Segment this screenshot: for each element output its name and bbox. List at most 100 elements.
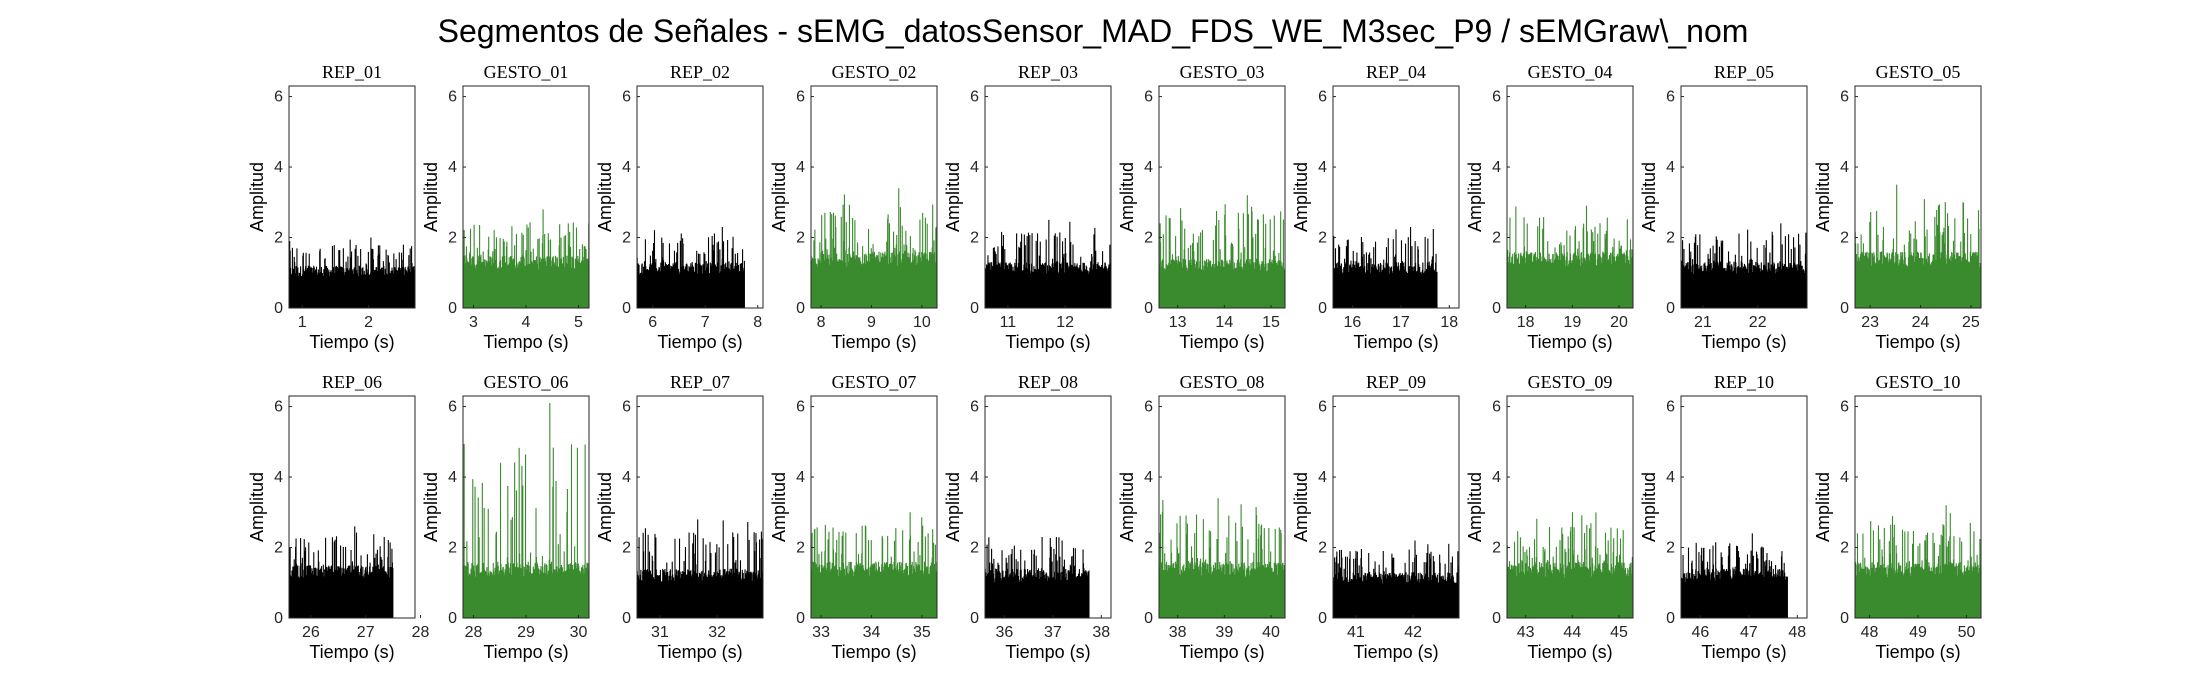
subplot-title: GESTO_06 [484, 372, 569, 392]
y-tick-label: 2 [1840, 540, 1849, 557]
x-axis-label: Tiempo (s) [1875, 642, 1960, 662]
y-tick-label: 4 [1318, 159, 1327, 176]
y-tick-label: 0 [622, 300, 631, 317]
y-tick-label: 0 [970, 300, 979, 317]
y-tick-label: 0 [448, 610, 457, 627]
y-tick-label: 0 [274, 610, 283, 627]
x-axis-label: Tiempo (s) [1179, 332, 1264, 352]
x-tick-label: 3 [469, 314, 478, 331]
subplot-title: REP_10 [1714, 372, 1774, 392]
subplot-rep-04: 0 2 4 6 16 17 18 REP_04 Tiempo (s) Amplitud [1291, 62, 1460, 352]
y-tick-label: 6 [1318, 89, 1327, 106]
y-tick-label: 0 [274, 300, 283, 317]
x-tick-label: 4 [522, 314, 531, 331]
axes-border [810, 395, 938, 619]
subplot-title: REP_01 [322, 62, 382, 82]
subplot-rep-09: 0 2 4 6 41 42 REP_09 Tiempo (s) Amplitud [1291, 372, 1460, 662]
y-tick-label: 4 [1492, 469, 1501, 486]
x-tick-label: 12 [1056, 314, 1074, 331]
x-tick-label: 27 [357, 624, 375, 641]
axes-border [1680, 395, 1808, 619]
subplot-title: GESTO_01 [484, 62, 569, 82]
axes-border [1158, 85, 1286, 309]
y-tick-label: 6 [970, 399, 979, 416]
x-axis-label: Tiempo (s) [831, 332, 916, 352]
y-tick-label: 6 [622, 399, 631, 416]
y-axis-label: Amplitud [1639, 162, 1659, 232]
y-tick-label: 4 [622, 469, 631, 486]
y-tick-label: 2 [622, 540, 631, 557]
y-axis-label: Amplitud [247, 162, 267, 232]
x-tick-label: 8 [817, 314, 826, 331]
axes-border [1680, 85, 1808, 309]
x-tick-label: 24 [1912, 314, 1930, 331]
subplot-title: GESTO_09 [1528, 372, 1613, 392]
subplot-rep-03: 0 2 4 6 11 12 REP_03 Tiempo (s) Amplitud [943, 62, 1112, 352]
y-tick-label: 0 [1666, 300, 1675, 317]
subplot-title: REP_08 [1018, 372, 1078, 392]
y-tick-label: 6 [1840, 89, 1849, 106]
subplot-rep-06: 0 2 4 6 26 27 28 REP_06 Tiempo (s) Amplitud [247, 372, 429, 662]
figure-title: Segmentos de Señales - sEMG_datosSensor_… [438, 13, 1749, 49]
x-axis-label: Tiempo (s) [483, 642, 568, 662]
x-tick-label: 19 [1563, 314, 1581, 331]
y-tick-label: 4 [448, 159, 457, 176]
y-axis-label: Amplitud [247, 472, 267, 542]
y-axis-label: Amplitud [421, 472, 441, 542]
x-tick-label: 34 [863, 624, 881, 641]
x-tick-label: 49 [1909, 624, 1927, 641]
y-tick-label: 2 [448, 540, 457, 557]
y-tick-label: 4 [1840, 159, 1849, 176]
x-axis-label: Tiempo (s) [1179, 642, 1264, 662]
subplot-title: REP_06 [322, 372, 382, 392]
subplot-title: REP_02 [670, 62, 730, 82]
axes-border [1854, 85, 1982, 309]
x-tick-label: 48 [1861, 624, 1879, 641]
y-tick-label: 6 [796, 399, 805, 416]
y-tick-label: 2 [1144, 230, 1153, 247]
subplot-title: GESTO_03 [1180, 62, 1265, 82]
x-tick-label: 37 [1044, 624, 1062, 641]
y-tick-label: 2 [970, 540, 979, 557]
y-axis-label: Amplitud [595, 162, 615, 232]
x-axis-label: Tiempo (s) [1353, 642, 1438, 662]
subplot-gesto-06: 0 2 4 6 28 29 30 GESTO_06 Tiempo (s) Amplitud [421, 372, 590, 662]
x-axis-label: Tiempo (s) [1701, 332, 1786, 352]
x-tick-label: 7 [701, 314, 710, 331]
y-tick-label: 6 [274, 89, 283, 106]
y-tick-label: 4 [622, 159, 631, 176]
x-axis-label: Tiempo (s) [1527, 332, 1612, 352]
subplot-title: REP_09 [1366, 372, 1426, 392]
y-tick-label: 4 [1492, 159, 1501, 176]
x-tick-label: 5 [574, 314, 583, 331]
x-tick-label: 26 [302, 624, 320, 641]
y-tick-label: 2 [796, 230, 805, 247]
y-tick-label: 4 [1840, 469, 1849, 486]
y-tick-label: 4 [970, 469, 979, 486]
y-axis-label: Amplitud [769, 162, 789, 232]
x-tick-label: 21 [1694, 314, 1712, 331]
x-tick-label: 15 [1262, 314, 1280, 331]
y-tick-label: 2 [448, 230, 457, 247]
x-axis-label: Tiempo (s) [657, 332, 742, 352]
y-tick-label: 6 [970, 89, 979, 106]
x-axis-label: Tiempo (s) [1701, 642, 1786, 662]
x-tick-label: 39 [1215, 624, 1233, 641]
y-tick-label: 4 [274, 159, 283, 176]
y-tick-label: 4 [796, 159, 805, 176]
y-tick-label: 6 [274, 399, 283, 416]
y-axis-label: Amplitud [421, 162, 441, 232]
y-tick-label: 0 [1492, 300, 1501, 317]
x-tick-label: 41 [1347, 624, 1365, 641]
axes-border [984, 395, 1112, 619]
y-tick-label: 2 [1840, 230, 1849, 247]
x-axis-label: Tiempo (s) [831, 642, 916, 662]
x-tick-label: 32 [708, 624, 726, 641]
y-tick-label: 6 [1840, 399, 1849, 416]
y-axis-label: Amplitud [1639, 472, 1659, 542]
axes-border [636, 85, 764, 309]
y-tick-label: 6 [1144, 89, 1153, 106]
y-tick-label: 4 [1666, 469, 1675, 486]
